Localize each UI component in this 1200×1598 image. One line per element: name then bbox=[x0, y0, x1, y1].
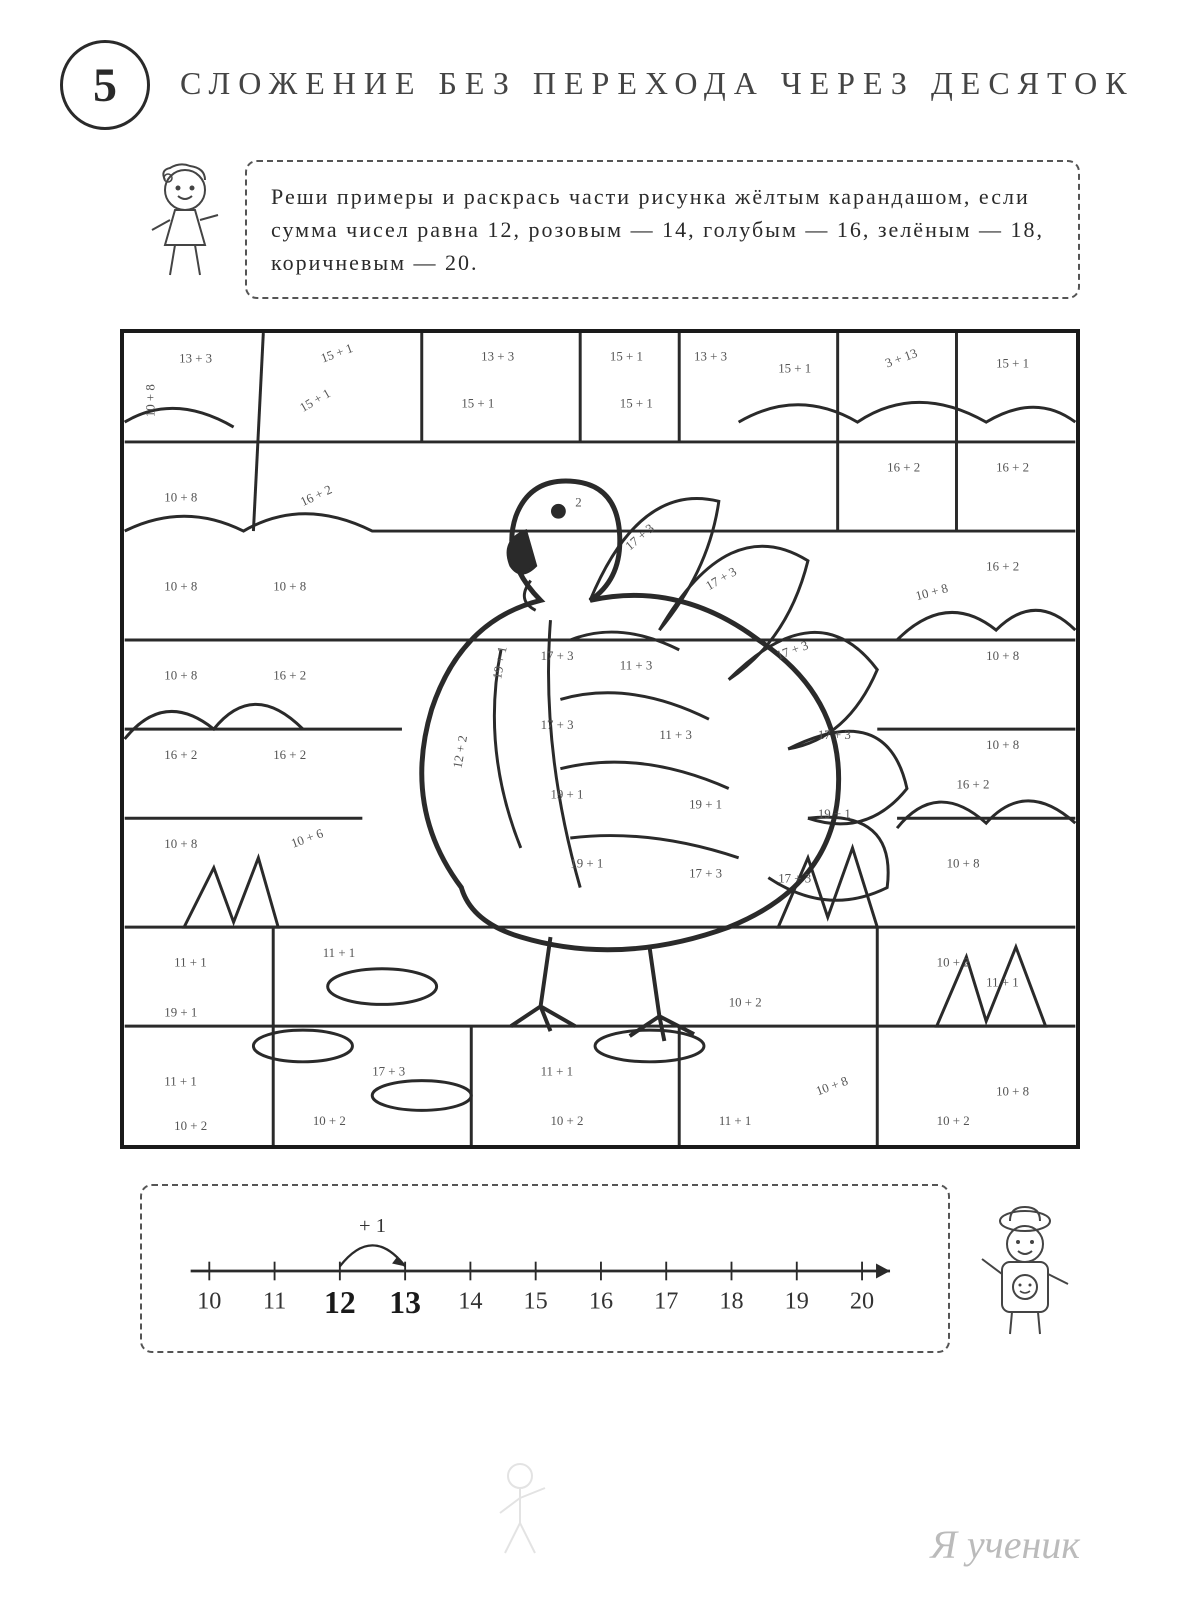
svg-text:10 + 8: 10 + 8 bbox=[947, 857, 980, 871]
watermark-text: Я ученик bbox=[931, 1521, 1080, 1568]
girl-icon bbox=[140, 160, 230, 290]
watermark-figure-icon bbox=[480, 1458, 560, 1558]
svg-text:16 + 2: 16 + 2 bbox=[986, 560, 1019, 574]
turkey-coloring-svg: 13 + 3 15 + 1 13 + 3 15 + 1 13 + 3 15 + … bbox=[124, 333, 1076, 1145]
svg-text:10 + 8: 10 + 8 bbox=[164, 837, 197, 851]
svg-text:13 + 3: 13 + 3 bbox=[179, 352, 212, 366]
svg-text:15 + 1: 15 + 1 bbox=[996, 357, 1029, 371]
svg-text:10 + 8: 10 + 8 bbox=[986, 738, 1019, 752]
svg-text:10 + 8: 10 + 8 bbox=[996, 1084, 1029, 1098]
svg-text:13 + 3: 13 + 3 bbox=[694, 350, 727, 364]
tick-20: 20 bbox=[850, 1287, 874, 1314]
instruction-box: Реши примеры и раскрась части рисунка жё… bbox=[245, 160, 1080, 299]
tick-10: 10 bbox=[197, 1287, 221, 1314]
tick-11: 11 bbox=[263, 1287, 286, 1314]
page-title: СЛОЖЕНИЕ БЕЗ ПЕРЕХОДА ЧЕРЕЗ ДЕСЯТОК bbox=[180, 65, 1135, 102]
numberline-box: + 1 10 11 12 13 14 15 16 17 18 19 20 bbox=[140, 1184, 950, 1353]
svg-text:17 + 3: 17 + 3 bbox=[689, 867, 722, 881]
svg-text:16 + 2: 16 + 2 bbox=[273, 748, 306, 762]
svg-text:13 + 3: 13 + 3 bbox=[481, 350, 514, 364]
svg-text:16 + 2: 16 + 2 bbox=[164, 748, 197, 762]
svg-text:17 + 3: 17 + 3 bbox=[778, 872, 811, 886]
svg-text:10 + 8: 10 + 8 bbox=[164, 669, 197, 683]
svg-text:10 + 2: 10 + 2 bbox=[729, 995, 762, 1009]
svg-text:16 + 2: 16 + 2 bbox=[887, 461, 920, 475]
svg-text:10 + 8: 10 + 8 bbox=[143, 384, 157, 417]
instruction-row: Реши примеры и раскрась части рисунка жё… bbox=[140, 160, 1080, 299]
tick-19: 19 bbox=[785, 1287, 809, 1314]
svg-text:10 + 6: 10 + 6 bbox=[289, 826, 325, 851]
svg-text:16 + 2: 16 + 2 bbox=[956, 778, 989, 792]
coloring-frame: 13 + 3 15 + 1 13 + 3 15 + 1 13 + 3 15 + … bbox=[120, 329, 1080, 1149]
tick-13: 13 bbox=[389, 1285, 421, 1320]
svg-text:10 + 8: 10 + 8 bbox=[164, 579, 197, 593]
svg-text:17 + 3: 17 + 3 bbox=[818, 728, 851, 742]
svg-text:10 + 8: 10 + 8 bbox=[273, 579, 306, 593]
svg-text:19 + 1: 19 + 1 bbox=[490, 645, 510, 680]
svg-text:11 + 1: 11 + 1 bbox=[986, 976, 1019, 990]
svg-text:10 + 2: 10 + 2 bbox=[550, 1114, 583, 1128]
svg-text:16 + 2: 16 + 2 bbox=[273, 669, 306, 683]
boy-icon bbox=[970, 1199, 1080, 1339]
tick-16: 16 bbox=[589, 1287, 613, 1314]
svg-text:15 + 1: 15 + 1 bbox=[297, 386, 333, 415]
svg-text:10 + 8: 10 + 8 bbox=[914, 581, 949, 603]
svg-text:16 + 2: 16 + 2 bbox=[996, 461, 1029, 475]
svg-text:19 + 1: 19 + 1 bbox=[570, 857, 603, 871]
svg-text:19 + 1: 19 + 1 bbox=[164, 1005, 197, 1019]
svg-text:10 + 8: 10 + 8 bbox=[164, 490, 197, 504]
svg-text:17 + 3: 17 + 3 bbox=[623, 521, 657, 553]
numberline-row: + 1 10 11 12 13 14 15 16 17 18 19 20 bbox=[140, 1184, 1080, 1353]
svg-text:15 + 1: 15 + 1 bbox=[778, 362, 811, 376]
svg-text:17 + 3: 17 + 3 bbox=[541, 649, 574, 663]
svg-text:10 + 2: 10 + 2 bbox=[937, 956, 970, 970]
tick-14: 14 bbox=[458, 1287, 482, 1314]
svg-text:16 + 2: 16 + 2 bbox=[298, 482, 334, 509]
page-header: 5 СЛОЖЕНИЕ БЕЗ ПЕРЕХОДА ЧЕРЕЗ ДЕСЯТОК bbox=[60, 40, 1140, 130]
svg-text:2: 2 bbox=[575, 495, 581, 509]
page-number-circle: 5 bbox=[60, 40, 150, 130]
svg-text:10 + 2: 10 + 2 bbox=[937, 1114, 970, 1128]
tick-12: 12 bbox=[324, 1285, 356, 1320]
svg-text:19 + 1: 19 + 1 bbox=[689, 797, 722, 811]
svg-text:11 + 1: 11 + 1 bbox=[174, 956, 206, 970]
svg-text:10 + 8: 10 + 8 bbox=[986, 649, 1019, 663]
svg-text:11 + 1: 11 + 1 bbox=[323, 946, 356, 960]
numberline-svg: + 1 10 11 12 13 14 15 16 17 18 19 20 bbox=[172, 1211, 918, 1331]
svg-text:19 + 1: 19 + 1 bbox=[550, 787, 583, 801]
instruction-text: Реши примеры и раскрась части рисунка жё… bbox=[271, 184, 1044, 275]
svg-text:15 + 1: 15 + 1 bbox=[610, 350, 643, 364]
svg-text:10 + 2: 10 + 2 bbox=[174, 1119, 207, 1133]
svg-text:10 + 2: 10 + 2 bbox=[313, 1114, 346, 1128]
page-number: 5 bbox=[93, 58, 117, 113]
svg-text:11 + 1: 11 + 1 bbox=[541, 1065, 574, 1079]
svg-text:11 + 1: 11 + 1 bbox=[719, 1114, 752, 1128]
svg-text:17 + 3: 17 + 3 bbox=[541, 718, 574, 732]
svg-text:15 + 1: 15 + 1 bbox=[319, 341, 355, 365]
expression-labels: 13 + 3 15 + 1 13 + 3 15 + 1 13 + 3 15 + … bbox=[143, 341, 1029, 1133]
svg-text:3 + 13: 3 + 13 bbox=[883, 346, 919, 370]
jump-label: + 1 bbox=[359, 1215, 386, 1237]
svg-text:19 + 1: 19 + 1 bbox=[818, 807, 851, 821]
svg-text:15 + 1: 15 + 1 bbox=[461, 396, 494, 410]
svg-text:11 + 3: 11 + 3 bbox=[659, 728, 692, 742]
tick-18: 18 bbox=[719, 1287, 743, 1314]
svg-text:12 + 2: 12 + 2 bbox=[451, 734, 471, 769]
tick-15: 15 bbox=[524, 1287, 548, 1314]
svg-text:10 + 8: 10 + 8 bbox=[814, 1074, 850, 1098]
tick-17: 17 bbox=[654, 1287, 678, 1314]
svg-text:15 + 1: 15 + 1 bbox=[620, 396, 653, 410]
svg-text:11 + 1: 11 + 1 bbox=[164, 1075, 197, 1089]
svg-text:17 + 3: 17 + 3 bbox=[372, 1065, 405, 1079]
svg-text:11 + 3: 11 + 3 bbox=[620, 659, 653, 673]
